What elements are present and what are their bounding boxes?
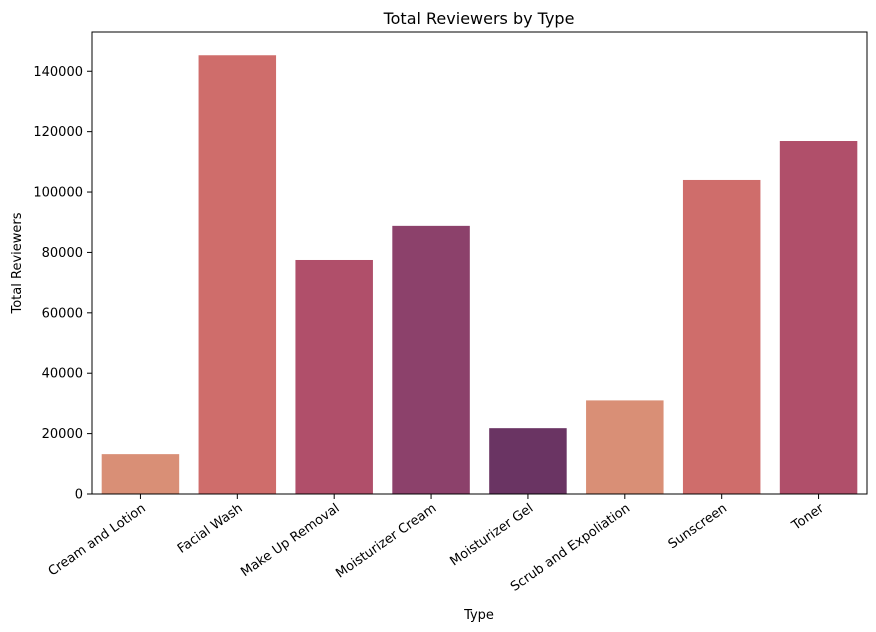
- chart-title: Total Reviewers by Type: [383, 9, 575, 28]
- x-tick-label: Sunscreen: [666, 501, 730, 552]
- y-tick-label: 140000: [33, 65, 83, 80]
- x-tick-label: Cream and Lotion: [46, 501, 149, 579]
- x-tick-label: Moisturizer Gel: [447, 501, 536, 569]
- bar: [392, 225, 470, 494]
- plot-frame: [91, 31, 868, 495]
- y-tick-label: 100000: [33, 186, 83, 201]
- x-tick-label: Facial Wash: [175, 501, 246, 557]
- x-tick-label: Moisturizer Cream: [333, 501, 439, 581]
- y-tick-label: 120000: [33, 125, 83, 140]
- y-axis: 0 20000 40000 60000 80000 100000 120000 140000: [33, 65, 92, 503]
- bar: [586, 400, 664, 494]
- bar: [682, 179, 761, 494]
- y-axis-title: Total Reviewers: [10, 212, 25, 314]
- x-tick-label: Make Up Removal: [238, 501, 342, 580]
- y-tick-label: 40000: [42, 367, 83, 382]
- x-tick-label: Toner: [789, 501, 828, 534]
- y-tick-label: 80000: [42, 246, 83, 261]
- bar: [295, 259, 373, 494]
- y-tick-label: 0: [75, 488, 83, 503]
- bar: [489, 428, 567, 494]
- bars-group: [101, 55, 858, 495]
- y-tick-label: 20000: [42, 427, 83, 442]
- bar: [101, 454, 180, 494]
- bar: [198, 55, 277, 495]
- y-tick-label: 60000: [42, 306, 83, 321]
- bar: [779, 141, 858, 494]
- x-axis-title: Type: [463, 608, 494, 623]
